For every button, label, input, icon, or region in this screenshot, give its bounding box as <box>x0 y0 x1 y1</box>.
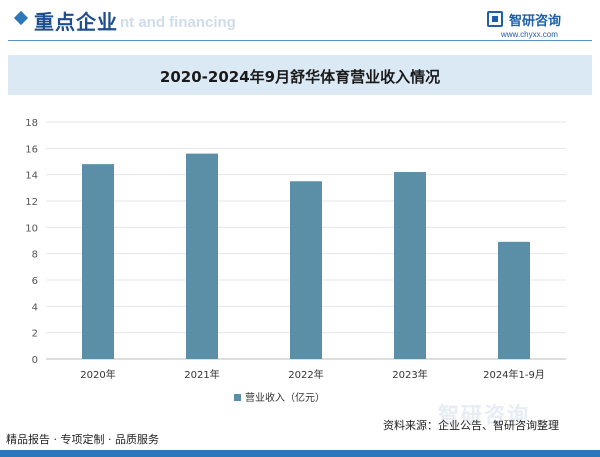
logo-name: 智研咨询 <box>509 14 562 29</box>
y-tick-label: 14 <box>25 171 38 182</box>
y-tick-label: 8 <box>32 250 38 261</box>
legend-swatch <box>234 394 241 401</box>
logo-icon <box>487 11 503 27</box>
footer-tagline: 精品报告 · 专项定制 · 品质服务 <box>6 433 159 446</box>
brand-logo: 智研咨询 www.chyxx.com <box>487 10 597 46</box>
x-axis-labels: 2020年 2021年 2022年 2023年 2024年1-9月 <box>80 368 545 381</box>
page-header: 重点企业 nt and financing 智研咨询 www.chyxx.com <box>0 0 600 44</box>
bar <box>498 241 530 359</box>
y-tick-label: 6 <box>32 276 38 287</box>
section-title: 重点企业 <box>34 10 118 34</box>
watermark-text: 智研咨询 <box>438 403 530 427</box>
bar <box>394 172 426 359</box>
y-tick-label: 0 <box>32 355 38 366</box>
y-axis-ticks: 0 2 4 6 8 10 12 14 16 18 <box>25 118 38 366</box>
chart-legend: 营业收入（亿元） <box>234 391 325 404</box>
x-tick-label: 2020年 <box>80 368 115 381</box>
legend-label: 营业收入（亿元） <box>245 391 325 404</box>
y-tick-label: 18 <box>25 118 38 129</box>
bar <box>186 153 218 359</box>
y-tick-label: 16 <box>25 144 38 155</box>
chart-bars <box>82 153 530 359</box>
logo-url: www.chyxx.com <box>501 30 558 39</box>
y-tick-label: 4 <box>32 302 38 313</box>
footer-bar <box>0 450 600 457</box>
x-tick-label: 2021年 <box>184 368 219 381</box>
x-tick-label: 2022年 <box>288 368 323 381</box>
y-tick-label: 12 <box>25 197 38 208</box>
source-note: 资料来源：企业公告、智研咨询整理 <box>383 419 559 432</box>
chart-title-band: 2020-2024年9月舒华体育营业收入情况 <box>8 55 592 95</box>
header-ghost-text: nt and financing <box>120 14 236 31</box>
header-divider <box>8 40 592 41</box>
y-tick-label: 2 <box>32 329 38 340</box>
bar <box>290 181 322 359</box>
x-tick-label: 2023年 <box>392 368 427 381</box>
x-tick-label: 2024年1-9月 <box>483 368 545 381</box>
chart-title: 2020-2024年9月舒华体育营业收入情况 <box>159 68 441 86</box>
bar <box>82 164 114 359</box>
y-tick-label: 10 <box>25 223 38 234</box>
